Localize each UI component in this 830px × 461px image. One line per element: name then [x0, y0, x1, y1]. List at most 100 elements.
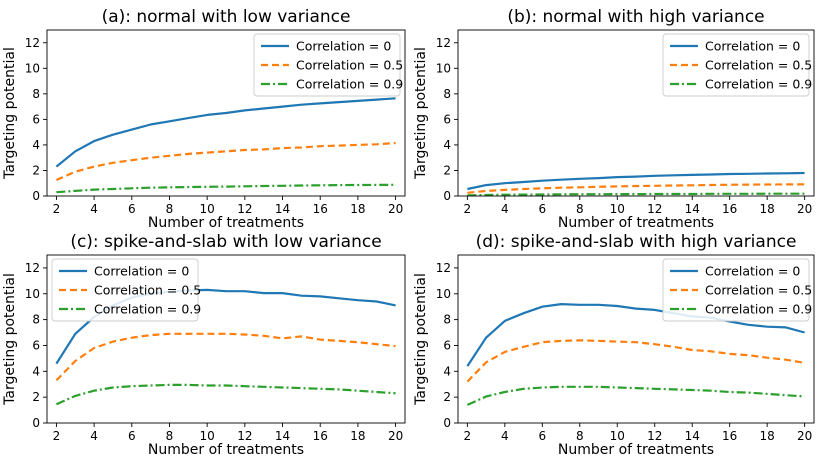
y-tick-label: 0 [443, 416, 451, 430]
plot-frame [457, 254, 815, 424]
y-tick-label: 8 [32, 313, 40, 327]
series-line-1 [55, 97, 396, 168]
y-tick-label: 2 [32, 390, 40, 404]
y-tick-label: 6 [32, 112, 40, 126]
series-line-3 [466, 385, 805, 406]
x-axis-label: Number of treatments [148, 215, 304, 231]
y-tick-label: 12 [436, 36, 451, 50]
legend-entry-3: Correlation = 0.9 [705, 77, 812, 92]
x-tick-label: 14 [685, 202, 700, 216]
y-tick-label: 12 [436, 261, 451, 275]
x-tick-label: 2 [53, 429, 61, 443]
chart-panel-b: (b): normal with high variance 2 4 6 8 10 12 14… [413, 7, 815, 231]
y-tick-label: 10 [25, 61, 40, 75]
legend-entry-1: Correlation = 0 [705, 264, 800, 279]
y-tick-label: 0 [443, 189, 451, 203]
x-tick-label: 6 [128, 202, 136, 216]
series-line-2 [467, 183, 805, 194]
series-line-1 [466, 303, 805, 367]
x-tick-label: 10 [200, 429, 215, 443]
y-axis-label: Targeting potential [2, 47, 18, 180]
x-tick-label: 12 [647, 429, 662, 443]
legend-entry-1: Correlation = 0 [296, 39, 391, 54]
x-tick-label: 4 [90, 429, 98, 443]
series-line-2 [55, 141, 396, 182]
chart-title: (c): spike-and-slab with low variance [70, 232, 381, 252]
x-tick-label: 8 [166, 429, 174, 443]
x-tick-label: 12 [237, 202, 252, 216]
x-tick-label: 2 [53, 202, 61, 216]
series-line-3 [467, 192, 805, 197]
legend-entry-3: Correlation = 0.9 [705, 302, 812, 317]
x-tick-label: 16 [313, 429, 328, 443]
y-tick-label: 4 [32, 364, 40, 378]
legend-entry-2: Correlation = 0.5 [705, 283, 812, 298]
x-tick-label: 16 [313, 202, 328, 216]
x-tick-label: 8 [166, 202, 174, 216]
y-tick-label: 6 [443, 338, 451, 352]
x-tick-label: 6 [538, 429, 546, 443]
plot-frame [46, 29, 406, 197]
x-tick-label: 14 [685, 429, 700, 443]
x-tick-label: 16 [722, 202, 737, 216]
series-line-2 [55, 332, 396, 382]
y-axis-label: Targeting potential [413, 273, 429, 406]
x-tick-label: 20 [797, 429, 812, 443]
legend-entry-2: Correlation = 0.5 [94, 283, 201, 298]
legend-box [253, 33, 401, 97]
legend: Correlation = 0 Correlation = 0.5 Correlat… [662, 258, 812, 322]
legend-entry-3: Correlation = 0.9 [94, 302, 201, 317]
x-tick-label: 20 [388, 429, 403, 443]
y-tick-label: 8 [32, 87, 40, 101]
x-axis-label: Number of treatments [558, 215, 714, 231]
y-tick-label: 0 [32, 189, 40, 203]
chart-title: (d): spike-and-slab with high variance [476, 232, 797, 252]
x-tick-label: 18 [760, 202, 775, 216]
chart-panel-a: (a): normal with low variance 2 4 6 8 10 12 14 1… [2, 7, 406, 231]
x-tick-label: 2 [464, 202, 472, 216]
x-tick-label: 18 [350, 202, 365, 216]
chart-panel-d: (d): spike-and-slab with high variance 2 4… [413, 232, 815, 458]
y-tick-label: 10 [436, 61, 451, 75]
x-tick-label: 10 [200, 202, 215, 216]
legend-entry-1: Correlation = 0 [705, 39, 800, 54]
x-tick-label: 4 [501, 202, 509, 216]
series-line-3 [55, 383, 396, 406]
y-tick-label: 8 [443, 87, 451, 101]
series-line-2 [466, 339, 805, 383]
series-line-3 [56, 183, 396, 194]
x-tick-label: 12 [237, 429, 252, 443]
y-tick-label: 2 [443, 163, 451, 177]
x-tick-label: 4 [501, 429, 509, 443]
series-line-1 [467, 171, 805, 191]
legend-entry-2: Correlation = 0.5 [705, 58, 812, 73]
x-axis-label: Number of treatments [558, 442, 714, 458]
x-tick-label: 14 [275, 202, 290, 216]
x-tick-label: 4 [90, 202, 98, 216]
legend-box [51, 258, 199, 322]
x-tick-label: 6 [538, 202, 546, 216]
y-tick-label: 10 [25, 287, 40, 301]
y-axis-label: Targeting potential [413, 47, 429, 180]
x-tick-label: 18 [760, 429, 775, 443]
x-tick-label: 6 [128, 429, 136, 443]
legend: Correlation = 0 Correlation = 0.5 Correlat… [51, 258, 201, 322]
y-tick-label: 4 [443, 138, 451, 152]
legend-entry-2: Correlation = 0.5 [296, 58, 403, 73]
plot-frame [457, 29, 815, 197]
y-tick-label: 6 [443, 112, 451, 126]
x-tick-label: 10 [610, 202, 625, 216]
y-tick-label: 8 [443, 313, 451, 327]
chart-title: (b): normal with high variance [507, 7, 764, 27]
legend-entry-3: Correlation = 0.9 [296, 77, 403, 92]
legend-entry-1: Correlation = 0 [94, 264, 189, 279]
x-tick-label: 8 [576, 429, 584, 443]
legend: Correlation = 0 Correlation = 0.5 Correlat… [253, 33, 403, 97]
x-tick-label: 10 [610, 429, 625, 443]
x-tick-label: 20 [797, 202, 812, 216]
plot-frame [46, 254, 406, 424]
x-tick-label: 8 [576, 202, 584, 216]
legend-box [662, 33, 810, 97]
y-tick-label: 6 [32, 338, 40, 352]
legend-box [662, 258, 810, 322]
